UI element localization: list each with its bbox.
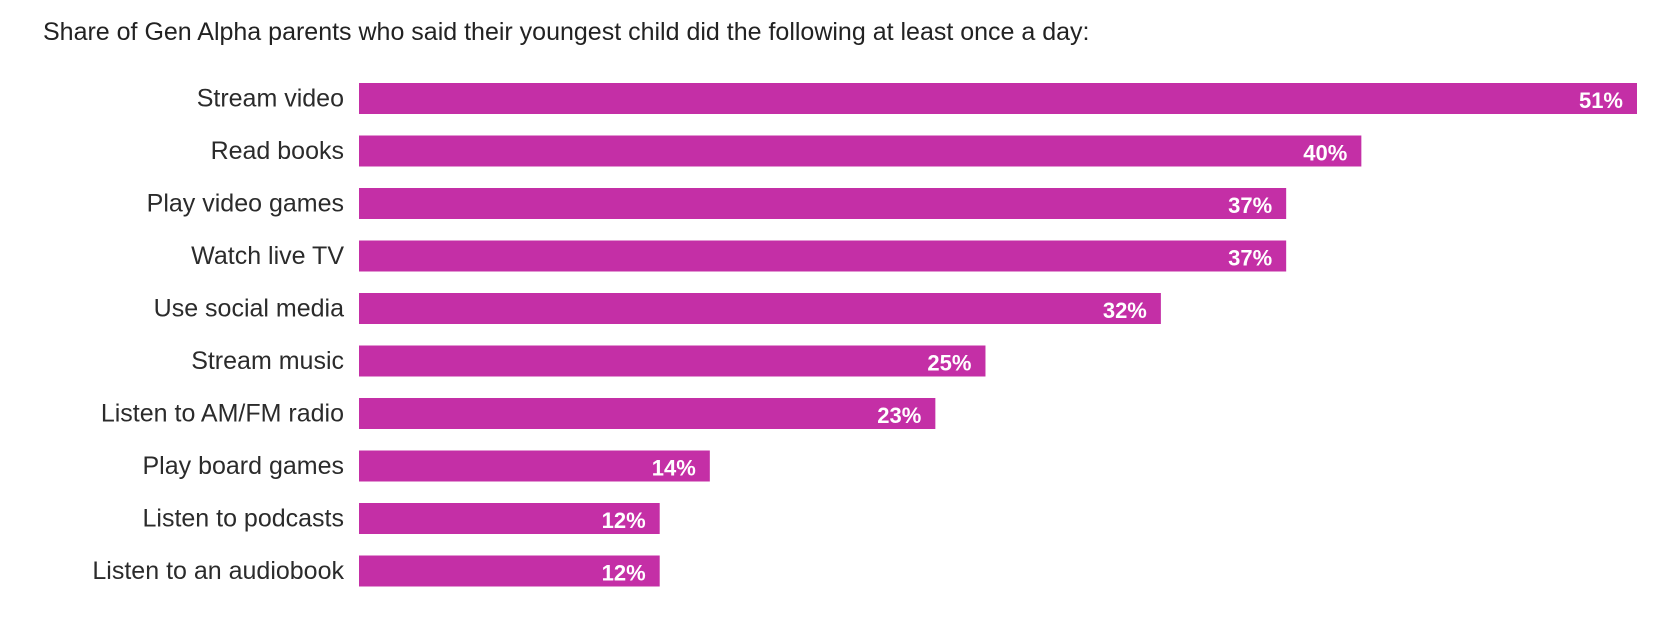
category-label: Stream music (191, 347, 344, 375)
bar-row: Play video games 37% (147, 188, 1287, 219)
value-label: 23% (877, 403, 921, 428)
value-label: 40% (1303, 141, 1347, 166)
bar-row: Use social media 32% (154, 293, 1161, 324)
bar (359, 83, 1637, 114)
bar (359, 188, 1287, 219)
value-label: 32% (1103, 298, 1147, 323)
bar (359, 555, 660, 587)
value-label: 14% (652, 456, 696, 481)
category-label: Listen to an audiobook (92, 557, 344, 585)
bar-row: Listen to podcasts 12% (142, 503, 660, 534)
bar-row: Stream music 25% (191, 345, 986, 377)
category-label: Play board games (142, 452, 344, 480)
bar-row: Listen to AM/FM radio 23% (101, 398, 936, 429)
value-label: 37% (1228, 193, 1272, 218)
bar (359, 293, 1161, 324)
chart-title: Share of Gen Alpha parents who said thei… (43, 18, 1090, 46)
bar-row: Play board games 14% (142, 450, 710, 482)
category-label: Stream video (197, 85, 344, 113)
value-label: 12% (602, 508, 646, 533)
bar (359, 398, 936, 429)
category-label: Listen to podcasts (142, 505, 344, 533)
value-label: 51% (1579, 88, 1623, 113)
category-label: Read books (211, 137, 344, 165)
value-label: 37% (1228, 246, 1272, 271)
bar (359, 345, 986, 377)
bar (359, 135, 1362, 167)
bar-row: Listen to an audiobook 12% (92, 555, 660, 587)
bar (359, 503, 660, 534)
bar-row: Read books 40% (211, 135, 1362, 167)
value-label: 12% (602, 561, 646, 586)
bar-row: Stream video 51% (197, 83, 1637, 114)
bar (359, 450, 710, 482)
bar-row: Watch live TV 37% (191, 240, 1287, 272)
value-label: 25% (927, 351, 971, 376)
category-label: Watch live TV (191, 242, 344, 270)
category-label: Play video games (147, 190, 344, 218)
category-label: Listen to AM/FM radio (101, 400, 344, 428)
category-label: Use social media (154, 295, 344, 323)
bar (359, 240, 1287, 272)
